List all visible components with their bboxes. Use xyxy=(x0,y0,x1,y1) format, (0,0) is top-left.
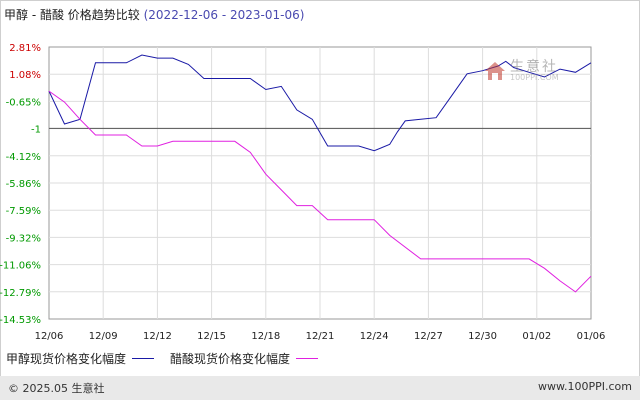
watermark-site: 100PPI.COM xyxy=(510,73,559,82)
series-line-methanol xyxy=(48,54,592,152)
title-period: (2022-12-06 - 2023-01-06) xyxy=(143,8,305,22)
legend-swatch-acetic-acid xyxy=(296,358,319,359)
y-tick-label: -1 xyxy=(31,125,41,136)
watermark-brand: 生意社 xyxy=(510,59,558,75)
y-tick-label: 1.08% xyxy=(9,70,41,81)
x-tick-label: 12/24 xyxy=(360,331,389,342)
x-tick-label: 12/09 xyxy=(89,331,118,342)
footer-copyright: © 2025.05 生意社 xyxy=(8,382,105,395)
legend: 甲醇现货价格变化幅度 醋酸现货价格变化幅度 xyxy=(6,350,334,367)
legend-label-acetic-acid: 醋酸现货价格变化幅度 xyxy=(170,352,291,366)
y-tick-label: -4.12% xyxy=(6,152,41,163)
x-tick-label: 12/18 xyxy=(251,331,280,342)
x-axis-labels: 12/06 12/09 12/12 12/15 12/18 12/21 12/24 12/27… xyxy=(35,331,606,342)
x-tick-label: 12/30 xyxy=(468,331,497,342)
legend-item-acetic-acid: 醋酸现货价格变化幅度 xyxy=(170,350,326,367)
x-tick-label: 12/21 xyxy=(306,331,335,342)
house-logo-icon xyxy=(485,62,505,80)
y-tick-label: 2.81% xyxy=(9,43,41,54)
y-tick-label: -0.65% xyxy=(6,97,41,108)
series-line-acetic-acid xyxy=(48,90,592,293)
x-tick-label: 12/12 xyxy=(143,331,172,342)
x-tick-label: 12/15 xyxy=(197,331,226,342)
footer-bar: © 2025.05 生意社 www.100PPI.com xyxy=(0,376,640,400)
legend-item-methanol: 甲醇现货价格变化幅度 xyxy=(6,350,162,367)
footer-site-link[interactable]: www.100PPI.com xyxy=(538,380,632,393)
y-tick-label: -12.79% xyxy=(0,288,41,299)
y-tick-label: -14.53% xyxy=(0,315,41,326)
y-tick-label: -5.86% xyxy=(6,179,41,190)
chart-title: 甲醇 - 醋酸 价格趋势比较 (2022-12-06 - 2023-01-06) xyxy=(4,6,304,23)
y-tick-label: -7.59% xyxy=(6,206,41,217)
x-tick-label: 01/02 xyxy=(522,331,551,342)
title-text: 甲醇 - 醋酸 价格趋势比较 xyxy=(4,8,140,22)
y-axis-labels: 2.81% 1.08% -0.65% -1 -4.12% -5.86% -7.59% -9.3… xyxy=(0,43,41,326)
legend-swatch-methanol xyxy=(132,358,155,359)
y-tick-label: -11.06% xyxy=(0,261,41,272)
watermark: 生意社 100PPI.COM xyxy=(484,56,584,86)
legend-label-methanol: 甲醇现货价格变化幅度 xyxy=(6,352,127,366)
y-tick-label: -9.32% xyxy=(6,233,41,244)
x-tick-label: 01/06 xyxy=(577,331,606,342)
x-tick-label: 12/27 xyxy=(414,331,443,342)
x-tick-label: 12/06 xyxy=(35,331,64,342)
